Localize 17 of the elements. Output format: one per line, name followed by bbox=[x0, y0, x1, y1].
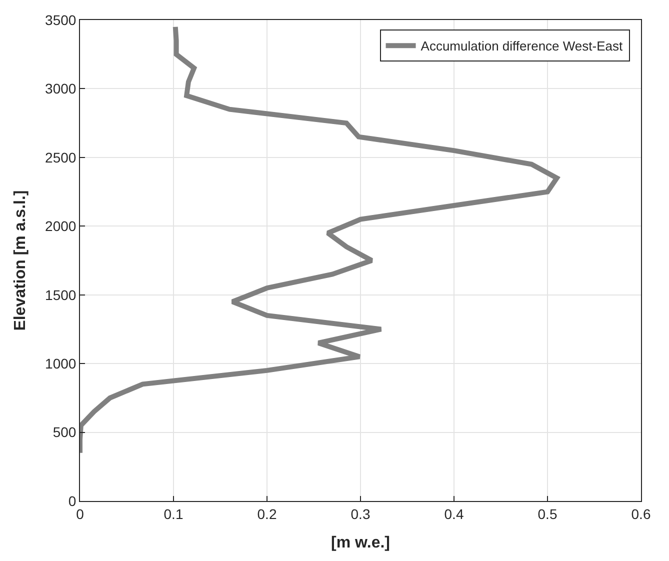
y-tick-label: 500 bbox=[52, 424, 76, 440]
y-tick-label: 3500 bbox=[45, 12, 76, 28]
x-tick-label: 0.3 bbox=[350, 506, 370, 522]
y-tick-label: 1500 bbox=[45, 286, 76, 303]
x-tick-label: 0.2 bbox=[257, 506, 277, 522]
y-tick-label: 2000 bbox=[45, 218, 76, 234]
y-tick-label: 2500 bbox=[45, 149, 76, 166]
x-tick-label: 0.1 bbox=[164, 506, 184, 522]
y-axis-title: Elevation [m a.s.l.] bbox=[12, 190, 29, 331]
y-tick-label: 0 bbox=[68, 492, 76, 509]
x-tick-label: 0.6 bbox=[631, 506, 651, 522]
y-tick-label: 1000 bbox=[45, 355, 76, 372]
legend-label: Accumulation difference West-East bbox=[420, 38, 624, 54]
x-axis-title: [m w.e.] bbox=[331, 534, 390, 552]
x-tick-label: 0.4 bbox=[444, 506, 464, 522]
x-tick-label: 0.5 bbox=[538, 506, 558, 522]
y-tick-label: 3000 bbox=[45, 80, 76, 97]
